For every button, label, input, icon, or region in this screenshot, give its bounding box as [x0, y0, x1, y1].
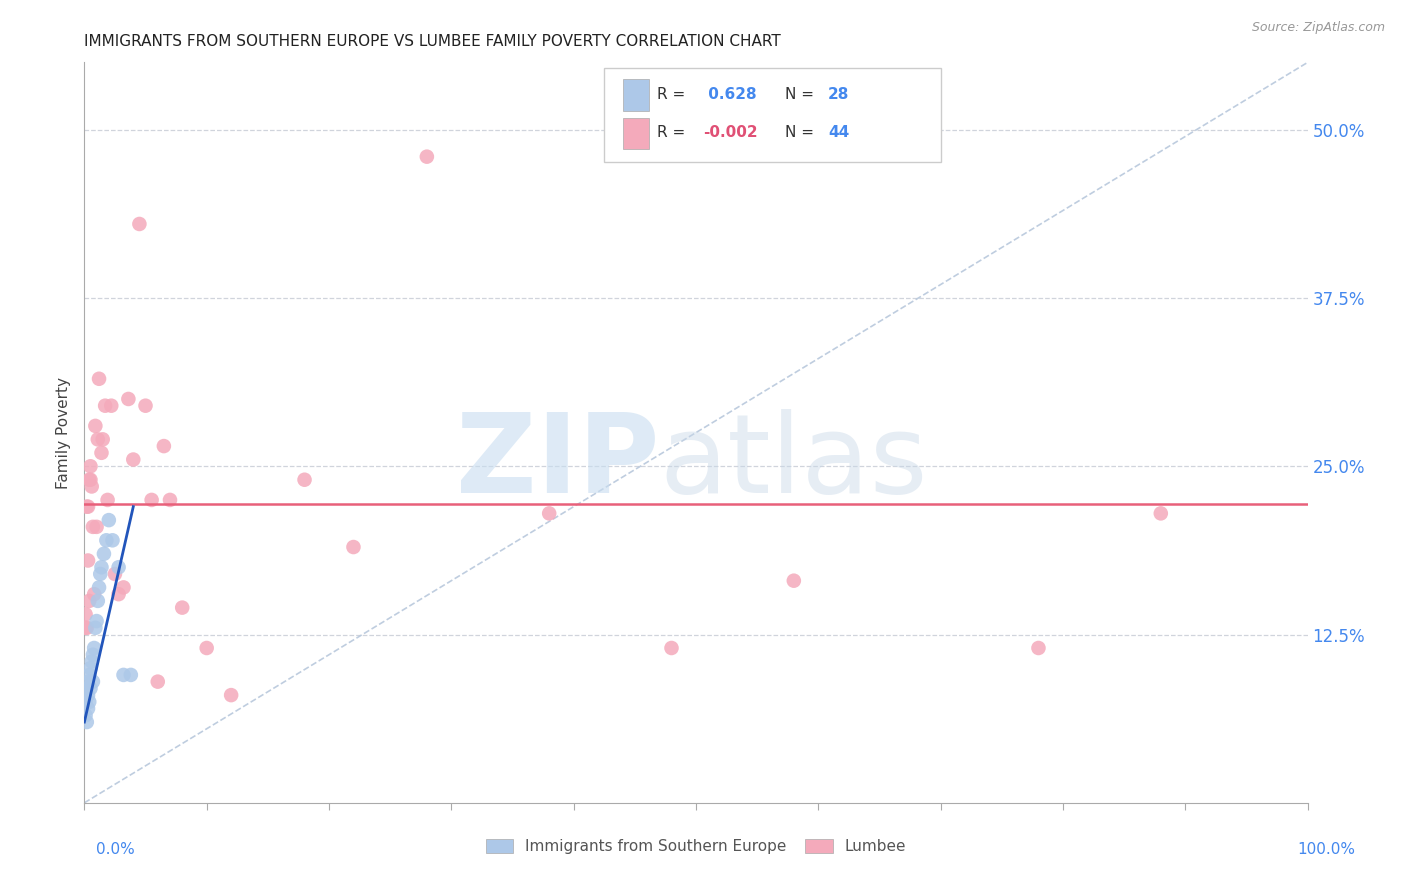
Point: [91, 433, 114, 447]
Point: [195, 640, 218, 655]
Point: [87, 372, 110, 386]
Point: [76, 500, 98, 514]
Point: [80, 655, 103, 669]
Text: 100.0%: 100.0%: [1296, 842, 1355, 856]
Point: [75, 621, 97, 635]
Point: [87, 581, 110, 595]
Point: [87, 594, 110, 608]
Point: [83, 587, 105, 601]
Point: [159, 492, 181, 507]
Point: [93, 547, 115, 561]
Text: 0.0%: 0.0%: [96, 842, 135, 856]
Point: [77, 695, 100, 709]
Point: [122, 452, 145, 467]
Text: R =: R =: [657, 125, 690, 140]
Point: [82, 520, 104, 534]
Text: Source: ZipAtlas.com: Source: ZipAtlas.com: [1251, 21, 1385, 35]
Text: IMMIGRANTS FROM SOUTHERN EUROPE VS LUMBEE FAMILY POVERTY CORRELATION CHART: IMMIGRANTS FROM SOUTHERN EUROPE VS LUMBE…: [84, 34, 782, 49]
Point: [538, 507, 561, 521]
Point: [82, 648, 104, 662]
Point: [97, 492, 120, 507]
Text: 28: 28: [828, 87, 849, 102]
Point: [90, 446, 112, 460]
Point: [94, 399, 117, 413]
Point: [107, 560, 129, 574]
Point: [76, 621, 98, 635]
Point: [79, 681, 101, 696]
Point: [75, 695, 97, 709]
Point: [1028, 640, 1050, 655]
Point: [77, 674, 100, 689]
Point: [86, 614, 108, 628]
Text: ZIP: ZIP: [456, 409, 659, 516]
Point: [83, 640, 105, 655]
Point: [112, 668, 135, 682]
Point: [117, 392, 139, 406]
Point: [77, 594, 100, 608]
Point: [783, 574, 806, 588]
Text: 44: 44: [828, 125, 849, 140]
Point: [79, 473, 101, 487]
FancyBboxPatch shape: [623, 79, 650, 111]
Point: [84, 621, 107, 635]
Point: [86, 520, 108, 534]
FancyBboxPatch shape: [623, 118, 650, 149]
Point: [76, 681, 98, 696]
Text: atlas: atlas: [659, 409, 928, 516]
Point: [104, 566, 127, 581]
Point: [79, 459, 101, 474]
Text: N =: N =: [786, 87, 820, 102]
Legend: Immigrants from Southern Europe, Lumbee: Immigrants from Southern Europe, Lumbee: [478, 831, 914, 862]
Point: [80, 479, 103, 493]
Text: N =: N =: [786, 125, 820, 140]
Point: [141, 492, 163, 507]
Point: [77, 668, 100, 682]
Point: [89, 566, 111, 581]
Text: R =: R =: [657, 87, 690, 102]
Point: [112, 581, 135, 595]
Point: [97, 513, 120, 527]
Point: [100, 399, 122, 413]
Y-axis label: Family Poverty: Family Poverty: [56, 376, 72, 489]
Point: [661, 640, 683, 655]
Text: 0.628: 0.628: [703, 87, 756, 102]
Point: [120, 668, 142, 682]
Point: [416, 150, 439, 164]
Point: [294, 473, 316, 487]
Point: [146, 674, 169, 689]
Point: [75, 607, 97, 622]
Point: [153, 439, 176, 453]
FancyBboxPatch shape: [605, 68, 941, 162]
Point: [219, 688, 242, 702]
Point: [77, 473, 100, 487]
Point: [90, 560, 112, 574]
Point: [76, 714, 98, 729]
Point: [84, 418, 107, 433]
Point: [128, 217, 150, 231]
Point: [77, 701, 100, 715]
Point: [342, 540, 364, 554]
Point: [1150, 507, 1173, 521]
Point: [79, 661, 101, 675]
Point: [77, 553, 100, 567]
Point: [77, 688, 100, 702]
Point: [135, 399, 157, 413]
Point: [101, 533, 124, 548]
Point: [77, 500, 100, 514]
Point: [172, 600, 194, 615]
Point: [107, 587, 129, 601]
Point: [75, 708, 97, 723]
Point: [87, 433, 110, 447]
Point: [96, 533, 118, 548]
Text: -0.002: -0.002: [703, 125, 758, 140]
Point: [82, 674, 104, 689]
